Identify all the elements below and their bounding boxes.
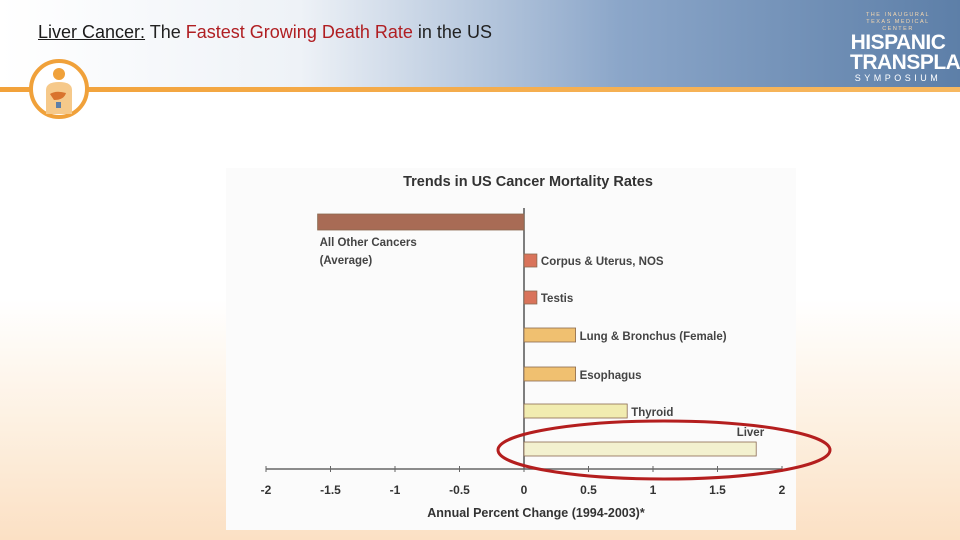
- symposium-logo: THE INAUGURAL TEXAS MEDICAL CENTER HISPA…: [850, 12, 960, 84]
- bar-3: [523, 327, 576, 343]
- x-tick-label: 0.5: [580, 483, 597, 497]
- logo-word2: TRANSPLANT: [850, 51, 960, 74]
- chart-xlabel: Annual Percent Change (1994-2003)*: [427, 506, 645, 520]
- x-tick-label: -0.5: [449, 483, 470, 497]
- category-label-6: Liver: [737, 427, 765, 439]
- logo-line1: THE INAUGURAL: [865, 12, 931, 18]
- x-tick-label: 1.5: [709, 483, 726, 497]
- bar-6: [523, 441, 757, 457]
- slide-title: Liver Cancer: The Fastest Growing Death …: [38, 22, 492, 43]
- logo-word3: SYMPOSIUM: [854, 73, 942, 83]
- liver-highlight-ellipse: [496, 419, 832, 481]
- category-label-1: Corpus & Uterus, NOS: [541, 256, 664, 268]
- bar-4: [523, 366, 576, 382]
- category-label-0-line1: All Other Cancers: [320, 237, 417, 249]
- bar-2: [523, 290, 538, 305]
- x-tick-label: -1: [390, 483, 401, 497]
- title-prefix: Liver Cancer:: [38, 22, 146, 42]
- x-tick-label: -2: [261, 483, 272, 497]
- mortality-chart: Trends in US Cancer Mortality Rates Annu…: [261, 174, 786, 520]
- bar-5: [523, 403, 628, 419]
- logo-word1: HISPANIC: [850, 31, 946, 54]
- header-accent-line: [0, 87, 960, 92]
- slide-header: [0, 0, 960, 88]
- category-label-2: Testis: [541, 293, 573, 305]
- bar-0: [317, 213, 525, 231]
- category-label-0-line2: (Average): [320, 255, 373, 267]
- category-label-3: Lung & Bronchus (Female): [580, 331, 727, 343]
- liver-body-icon: [26, 58, 92, 122]
- logo-line2: TEXAS MEDICAL CENTER: [866, 19, 930, 32]
- x-tick-label: 0: [521, 483, 528, 497]
- title-plain-2: in the US: [417, 22, 492, 42]
- x-tick-label: -1.5: [320, 483, 341, 497]
- bar-1: [523, 253, 538, 268]
- title-highlight: Fastest Growing Death Rate: [185, 22, 413, 42]
- category-label-4: Esophagus: [580, 370, 642, 382]
- title-plain-1: The: [149, 22, 181, 42]
- x-tick-label: 2: [779, 483, 786, 497]
- category-label-5: Thyroid: [631, 407, 673, 419]
- x-tick-label: 1: [650, 483, 657, 497]
- chart-title: Trends in US Cancer Mortality Rates: [403, 174, 653, 190]
